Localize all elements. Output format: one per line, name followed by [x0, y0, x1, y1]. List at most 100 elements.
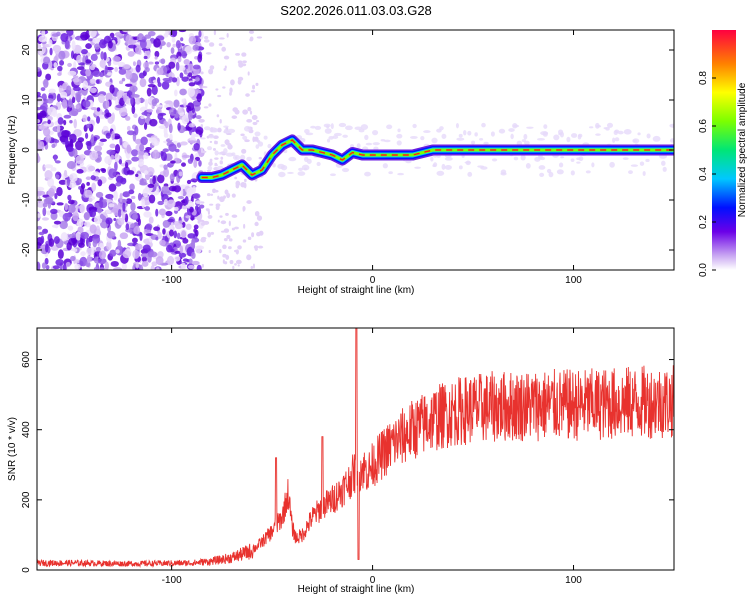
noise-blob: [137, 192, 142, 201]
noise-blob: [192, 44, 199, 51]
noise-blob: [175, 61, 180, 71]
noise-blob: [143, 170, 149, 176]
noise-blob: [114, 153, 120, 162]
noise-blob: [121, 263, 127, 270]
noise-blob: [155, 256, 164, 266]
noise-blob: [112, 96, 117, 101]
noise-blob: [108, 183, 117, 192]
noise-blob: [159, 66, 164, 76]
noise-blob: [75, 155, 84, 165]
noise-blob: [180, 37, 184, 42]
halo-blob: [316, 161, 321, 167]
noise-blob: [97, 179, 103, 187]
halo-blob: [628, 170, 633, 175]
noise-blob: [173, 99, 180, 108]
noise-blob: [126, 125, 131, 131]
noise-blob: [242, 239, 247, 243]
noise-blob: [143, 152, 149, 160]
noise-blob: [195, 205, 199, 212]
noise-blob: [159, 239, 166, 246]
halo-blob: [372, 142, 380, 146]
noise-blob: [60, 91, 68, 99]
noise-blob: [223, 55, 230, 60]
noise-blob: [122, 202, 126, 212]
noise-blob: [53, 236, 60, 244]
noise-blob: [109, 249, 117, 257]
noise-blob: [111, 130, 115, 141]
noise-blob: [247, 106, 252, 112]
halo-blob: [570, 158, 575, 162]
noise-blob: [224, 65, 227, 69]
halo-blob: [513, 156, 519, 161]
noise-blob: [181, 154, 191, 159]
noise-blob: [46, 98, 54, 104]
noise-blob: [187, 233, 196, 239]
noise-blob: [121, 112, 128, 116]
noise-blob: [90, 53, 98, 62]
noise-blob: [190, 178, 198, 183]
noise-blob: [122, 250, 132, 259]
noise-blob: [62, 212, 71, 222]
halo-blob: [223, 125, 229, 128]
noise-blob: [240, 133, 245, 137]
halo-blob: [558, 162, 564, 168]
halo-blob: [373, 146, 379, 151]
noise-blob: [60, 232, 68, 242]
noise-blob: [59, 60, 65, 66]
noise-blob: [193, 142, 200, 151]
noise-blob: [109, 84, 115, 94]
noise-blob: [178, 252, 187, 258]
halo-blob: [200, 137, 206, 140]
noise-blob: [165, 244, 173, 253]
halo-blob: [467, 130, 472, 136]
halo-blob: [444, 165, 452, 170]
noise-blob: [48, 238, 55, 247]
noise-blob: [217, 127, 222, 133]
noise-blob: [117, 61, 126, 67]
noise-blob: [115, 143, 121, 154]
noise-blob: [41, 262, 47, 269]
noise-blob: [64, 202, 69, 211]
noise-blob: [151, 98, 158, 107]
halo-blob: [324, 128, 332, 134]
noise-blob: [80, 183, 86, 190]
noise-blob: [99, 213, 105, 220]
noise-blob: [80, 31, 89, 41]
noise-blob: [104, 155, 113, 165]
halo-blob: [301, 164, 310, 171]
noise-blob: [115, 182, 122, 187]
noise-blob: [155, 208, 159, 217]
noise-blob: [173, 109, 177, 115]
halo-blob: [542, 131, 548, 137]
noise-blob: [105, 209, 111, 214]
halo-blob: [477, 165, 485, 168]
noise-blob: [143, 55, 148, 60]
noise-blob: [188, 110, 193, 121]
noise-blob: [237, 264, 240, 267]
noise-blob: [101, 111, 106, 115]
halo-blob: [526, 126, 534, 129]
noise-blob: [254, 247, 258, 251]
noise-blob: [37, 107, 42, 111]
halo-blob: [239, 154, 246, 161]
noise-blob: [177, 56, 182, 63]
noise-blob: [144, 34, 152, 39]
noise-blob: [85, 247, 95, 256]
noise-blob: [75, 231, 82, 241]
y-tick-label: 200: [21, 491, 32, 508]
halo-blob: [277, 163, 285, 170]
noise-blob: [87, 116, 91, 122]
noise-blob: [89, 224, 97, 234]
noise-blob: [181, 162, 186, 167]
noise-blob: [57, 72, 62, 77]
noise-blob: [170, 47, 175, 55]
noise-blob: [249, 36, 254, 42]
noise-blob: [219, 248, 222, 254]
noise-blob: [135, 64, 141, 73]
noise-blob: [204, 36, 209, 40]
noise-blob: [193, 159, 198, 168]
noise-blob: [119, 232, 129, 240]
noise-blob: [128, 189, 135, 195]
noise-blob: [258, 230, 264, 236]
noise-blob: [195, 126, 204, 136]
